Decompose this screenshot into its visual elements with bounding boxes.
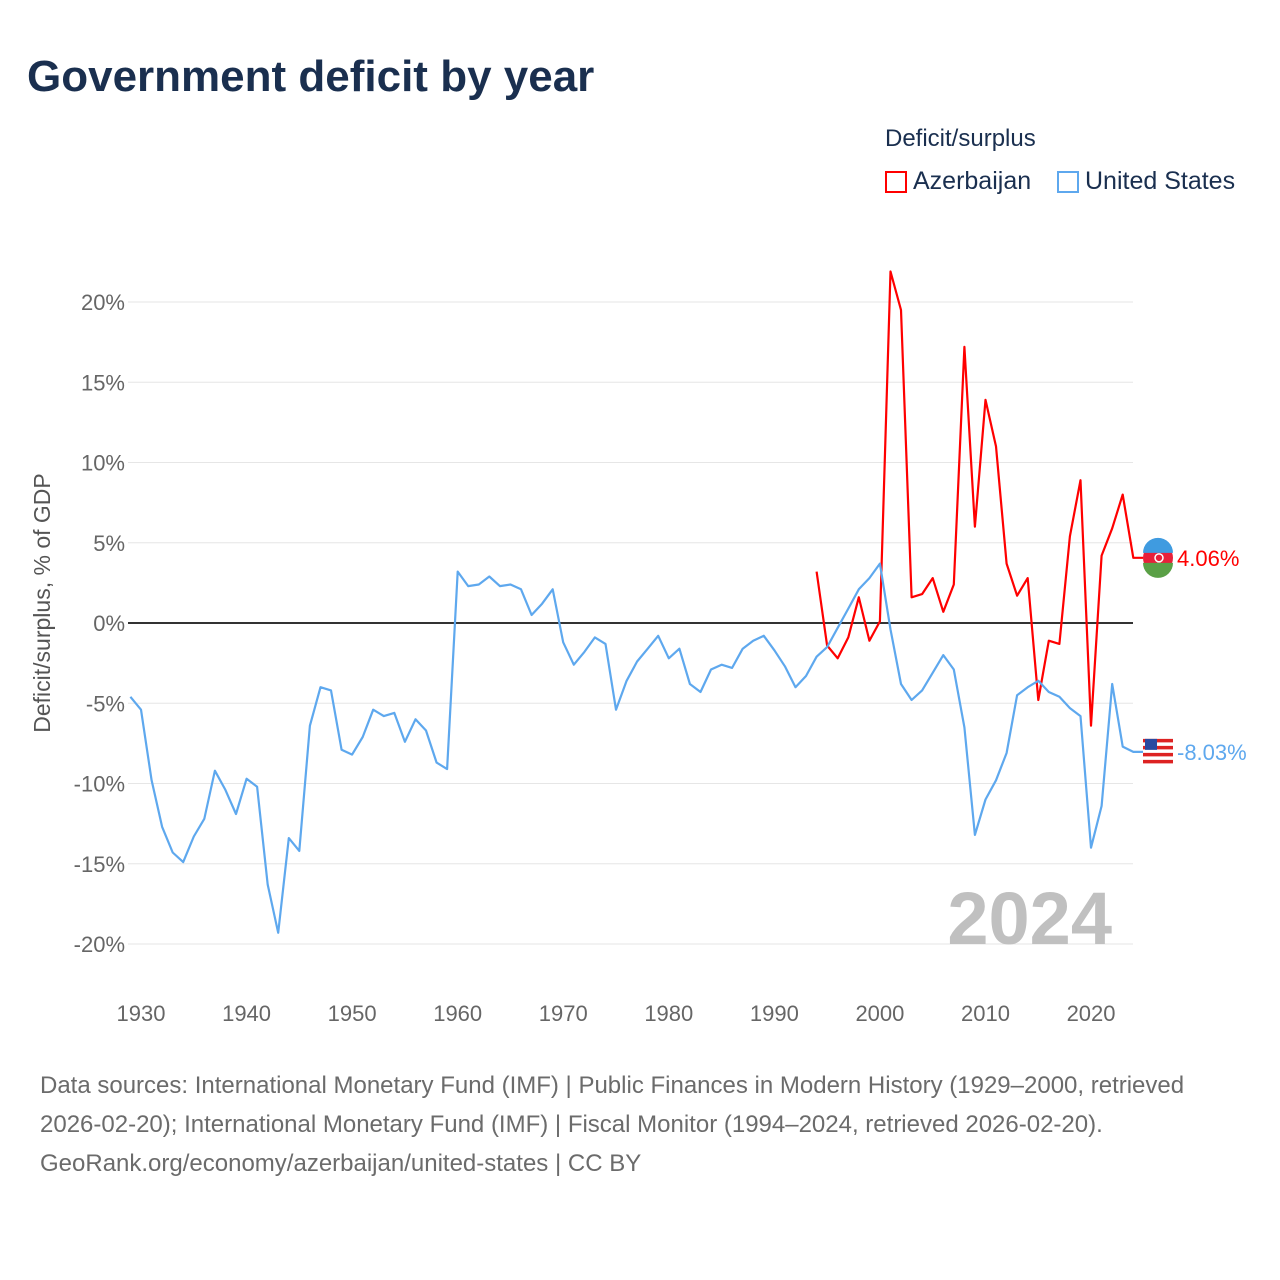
- footer: Data sources: International Monetary Fun…: [40, 1066, 1250, 1183]
- x-tick-label: 1970: [539, 1001, 588, 1026]
- x-tick-label: 1930: [117, 1001, 166, 1026]
- credit-link[interactable]: GeoRank.org/economy/azerbaijan/united-st…: [40, 1150, 642, 1177]
- x-tick-label: 1980: [644, 1001, 693, 1026]
- flag-stripe: [1143, 537, 1173, 553]
- legend-swatch-azerbaijan: [885, 170, 907, 193]
- x-tick-label: 2010: [961, 1001, 1010, 1026]
- series-line-azerbaijan: [815, 270, 1143, 727]
- x-tick-label: 1990: [750, 1001, 799, 1026]
- flag-united-states-icon: [1143, 736, 1173, 767]
- x-tick-label: 1960: [433, 1001, 482, 1026]
- y-tick-label: -20%: [74, 932, 125, 957]
- legend-title: Deficit/surplus: [885, 125, 1036, 152]
- flag-stripe: [1143, 562, 1173, 578]
- flag-crescent: [1154, 553, 1164, 563]
- end-value-label-azerbaijan: 4.06%: [1177, 546, 1239, 571]
- x-tick-label: 1950: [328, 1001, 377, 1026]
- chart-plot: 20% 15% 10% 5% 0% -5% -10% -15% -20% 1930 1940 1950…: [29, 270, 1247, 1026]
- legend-label-united-states: United States: [1085, 167, 1236, 195]
- x-tick-label: 1940: [222, 1001, 271, 1026]
- y-tick-label: 10%: [81, 451, 125, 476]
- legend-item-united-states[interactable]: United States: [1057, 167, 1235, 196]
- legend-label-azerbaijan: Azerbaijan: [913, 167, 1032, 195]
- flag-stripe: [1143, 752, 1173, 757]
- y-tick-label: 5%: [93, 531, 125, 556]
- y-tick-label: -10%: [74, 772, 125, 797]
- x-tick-label: 2000: [855, 1001, 904, 1026]
- chart-title: Government deficit by year: [27, 52, 595, 101]
- end-value-label-united-states: -8.03%: [1177, 740, 1247, 765]
- y-tick-label: -5%: [86, 691, 125, 716]
- year-overlay: 2024: [947, 877, 1112, 960]
- y-tick-label: 20%: [81, 290, 125, 315]
- legend-item-azerbaijan[interactable]: Azerbaijan: [885, 167, 1031, 196]
- flag-stripe: [1143, 745, 1173, 750]
- data-sources: Data sources: International Monetary Fun…: [40, 1072, 1185, 1138]
- flag-canton: [1145, 738, 1157, 750]
- flag-stripe: [1143, 759, 1173, 764]
- y-tick-label: -15%: [74, 852, 125, 877]
- flag-stripe: [1143, 738, 1173, 743]
- y-axis-label: Deficit/surplus, % of GDP: [29, 473, 55, 732]
- y-tick-label: 0%: [93, 611, 125, 636]
- legend-swatch-united-states: [1057, 170, 1079, 193]
- x-tick-label: 2020: [1067, 1001, 1116, 1026]
- y-tick-label: 15%: [81, 370, 125, 395]
- flag-azerbaijan-icon: [1143, 537, 1173, 578]
- series-line-united-states: [129, 562, 1143, 934]
